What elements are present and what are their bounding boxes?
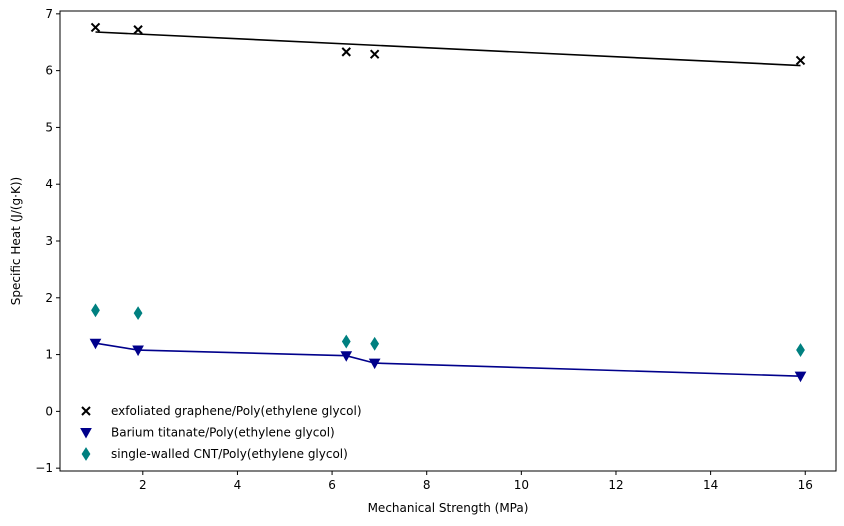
legend-label: exfoliated graphene/Poly(ethylene glycol…	[111, 404, 362, 418]
data-point	[341, 334, 351, 349]
series-1	[89, 338, 807, 383]
data-point	[341, 47, 351, 57]
y-tick-label: 5	[45, 120, 53, 134]
x-tick-label: 8	[423, 478, 431, 492]
data-point	[370, 336, 380, 351]
x-tick-label: 16	[798, 478, 813, 492]
y-tick-label: 4	[45, 177, 53, 191]
y-tick-label: 7	[45, 7, 53, 21]
series-2	[91, 303, 805, 357]
legend-marker	[81, 447, 91, 461]
y-axis-title: Specific Heat (J/(g·K))	[9, 177, 23, 305]
legend-entry: Barium titanate/Poly(ethylene glycol)	[80, 426, 335, 440]
x-axis-title: Mechanical Strength (MPa)	[368, 501, 529, 515]
series-0	[90, 22, 806, 67]
data-point	[369, 49, 380, 59]
plot-marks	[89, 22, 807, 383]
data-point	[340, 351, 353, 362]
data-point	[90, 22, 101, 33]
data-point	[91, 303, 100, 318]
data-point	[794, 371, 807, 383]
data-point	[133, 306, 143, 321]
legend-label: single-walled CNT/Poly(ethylene glycol)	[111, 447, 348, 461]
x-tick-label: 4	[234, 478, 242, 492]
legend-entry: single-walled CNT/Poly(ethylene glycol)	[81, 447, 348, 461]
x-tick-label: 6	[328, 478, 336, 492]
data-point	[796, 343, 805, 357]
y-tick-label: −1	[35, 461, 53, 475]
legend-entry: exfoliated graphene/Poly(ethylene glycol…	[81, 404, 362, 418]
fit-line	[95, 31, 801, 67]
data-point	[795, 55, 806, 66]
x-tick-label: 10	[514, 478, 529, 492]
data-point	[368, 358, 381, 370]
y-tick-label: 2	[45, 291, 53, 305]
y-tick-label: 0	[45, 404, 53, 418]
y-tick-label: 3	[45, 234, 53, 248]
x-tick-label: 12	[608, 478, 623, 492]
legend-marker	[80, 428, 92, 439]
y-tick-label: 6	[45, 64, 53, 78]
data-point	[132, 345, 144, 357]
y-axis-ticks: −1 0 1 2 3 4 5 6 7	[35, 7, 60, 475]
x-tick-label: 2	[139, 478, 147, 492]
legend: exfoliated graphene/Poly(ethylene glycol…	[80, 404, 362, 461]
legend-marker	[81, 406, 91, 416]
x-tick-label: 14	[703, 478, 718, 492]
data-point	[133, 25, 143, 35]
data-point	[89, 338, 102, 350]
x-axis-ticks: 2 4 6 8 10 12 14 16	[139, 471, 813, 492]
y-tick-label: 1	[45, 348, 53, 362]
legend-label: Barium titanate/Poly(ethylene glycol)	[111, 426, 335, 440]
